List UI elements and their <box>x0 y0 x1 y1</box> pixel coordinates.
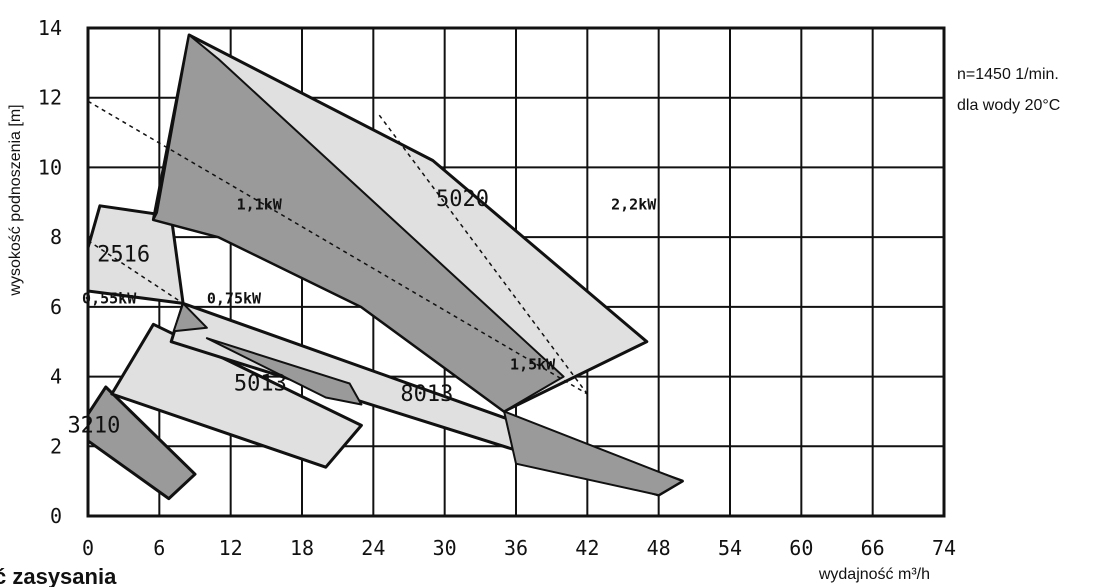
dark-band <box>503 410 684 497</box>
dark-bands <box>152 34 684 497</box>
y-tick-label: 10 <box>38 155 62 179</box>
region-5013 <box>110 322 363 469</box>
dark-band <box>152 34 565 413</box>
y-tick-label: 8 <box>50 225 62 249</box>
x-tick-label: 0 <box>82 536 94 560</box>
efficiency-dashed-line <box>378 114 588 395</box>
region-label-2516: 2516 <box>97 243 150 268</box>
x-tick-label: 74 <box>932 536 956 560</box>
x-tick-label: 48 <box>647 536 671 560</box>
efficiency-dashed-line <box>88 240 184 304</box>
dark-band <box>172 302 208 333</box>
region-label-5013: 5013 <box>234 372 287 397</box>
power-label: 1,1kW <box>237 195 283 213</box>
y-tick-label: 2 <box>50 434 62 458</box>
x-tick-labels: 0 6 12 18 24 30 36 42 48 54 60 66 74 <box>82 536 956 560</box>
dark-band <box>205 337 363 406</box>
plot-frame <box>86 26 946 518</box>
power-label: 1,5kW <box>510 356 556 374</box>
x-tick-label: 30 <box>433 536 457 560</box>
x-tick-label: 18 <box>290 536 314 560</box>
region-labels: 3210 5013 8013 2516 5020 <box>67 187 489 439</box>
power-label: 0,55kW <box>82 289 137 307</box>
speed-note: n=1450 1/min. <box>957 66 1059 83</box>
x-tick-label: 6 <box>153 536 165 560</box>
power-label: 2,2kW <box>611 195 657 213</box>
x-axis-label: wydajność m³/h <box>818 566 930 583</box>
region-label-5020: 5020 <box>436 187 489 212</box>
x-tick-label: 12 <box>219 536 243 560</box>
water-note: dla wody 20°C <box>957 97 1060 114</box>
x-tick-label: 36 <box>504 536 528 560</box>
y-tick-label: 0 <box>50 504 62 528</box>
y-axis-label: wysokość podnoszenia [m] <box>7 104 24 296</box>
region-3210 <box>88 385 197 501</box>
y-tick-label: 14 <box>38 16 62 40</box>
power-labels: 0,55kW 0,75kW 1,1kW 1,5kW 2,2kW <box>82 195 657 373</box>
region-label-3210: 3210 <box>67 413 120 438</box>
dashed-lines <box>88 100 588 395</box>
x-tick-label: 66 <box>861 536 885 560</box>
clipped-heading: ć zasysania <box>0 564 117 587</box>
x-tick-label: 24 <box>361 536 385 560</box>
region-label-8013: 8013 <box>400 382 453 407</box>
x-tick-label: 60 <box>789 536 813 560</box>
y-tick-label: 6 <box>50 295 62 319</box>
y-tick-label: 4 <box>50 365 62 389</box>
y-tick-labels: 0 2 4 6 8 10 12 14 <box>38 16 62 528</box>
power-label: 0,75kW <box>207 289 262 307</box>
y-tick-label: 12 <box>38 86 62 110</box>
x-tick-label: 54 <box>718 536 742 560</box>
efficiency-dashed-line <box>88 100 588 395</box>
x-tick-label: 42 <box>575 536 599 560</box>
